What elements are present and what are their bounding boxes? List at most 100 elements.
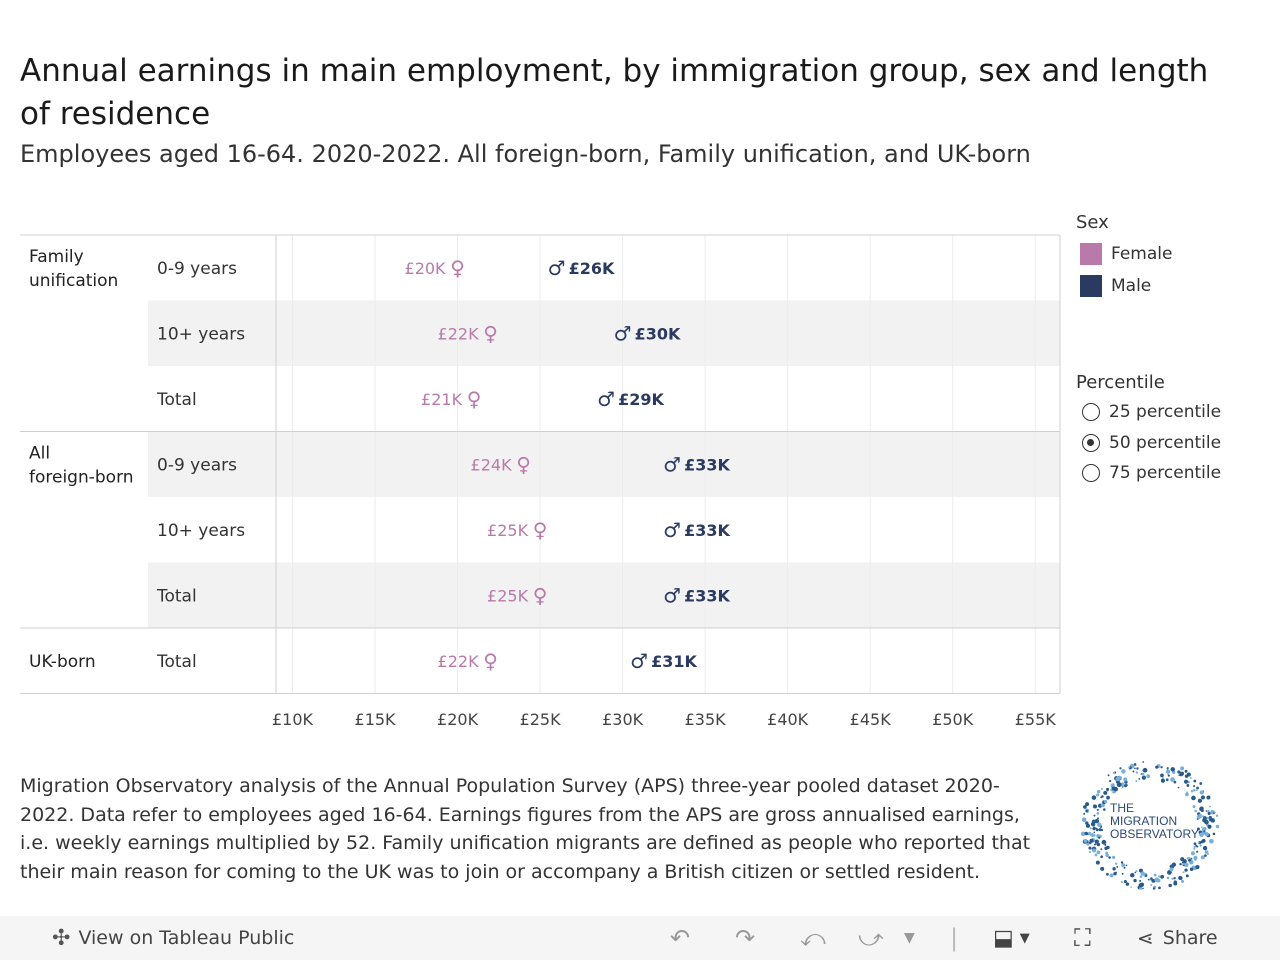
logo-dot — [1112, 867, 1116, 871]
logo-dot — [1111, 786, 1116, 791]
radio-25[interactable] — [1082, 403, 1100, 421]
group-label-line: foreign-born — [29, 467, 134, 487]
logo-dot — [1179, 772, 1184, 777]
logo-dot — [1133, 763, 1137, 766]
logo-dot — [1155, 765, 1159, 769]
percentile-75-option[interactable]: 75 percentile — [1082, 463, 1221, 483]
logo-dot — [1209, 805, 1212, 808]
logo-dot — [1095, 860, 1100, 865]
radio-75[interactable] — [1082, 464, 1100, 482]
logo-dot — [1103, 790, 1108, 795]
logo-dot — [1165, 778, 1169, 782]
logo-dot — [1144, 874, 1148, 877]
logo-dot — [1097, 851, 1101, 855]
logo-dot — [1104, 847, 1108, 851]
legend-female[interactable]: Female — [1080, 243, 1172, 265]
logo-dot — [1158, 886, 1161, 890]
male-marker: ♂ — [614, 321, 632, 345]
logo-dot — [1168, 883, 1172, 888]
logo-dot — [1147, 878, 1150, 881]
logo-dot — [1170, 767, 1176, 772]
x-tick-label: £15K — [355, 710, 397, 729]
logo-dot — [1171, 862, 1177, 867]
refresh-icon[interactable]: ⤻ — [858, 924, 884, 952]
female-value-label: £24K — [471, 455, 513, 474]
logo-dot — [1142, 767, 1148, 773]
logo-dot — [1186, 784, 1190, 787]
logo-dot — [1086, 842, 1090, 846]
logo-dot — [1185, 792, 1189, 797]
pause-dropdown-icon[interactable]: ▼ — [904, 930, 915, 946]
percentile-25-option[interactable]: 25 percentile — [1082, 402, 1221, 422]
tableau-footer: ✣ View on Tableau Public ↶ ↷ ⤺ ⤻ ▼ | ⬓ ▼ … — [0, 916, 1280, 960]
logo-dot — [1202, 845, 1208, 851]
logo-dot — [1096, 793, 1100, 797]
female-value-label: £22K — [438, 652, 480, 671]
percentile-50-option[interactable]: 50 percentile — [1082, 433, 1221, 453]
logo-dot — [1179, 862, 1182, 866]
logo-dot — [1200, 840, 1204, 843]
x-tick-label: £20K — [437, 710, 479, 729]
logo-dot — [1215, 814, 1219, 817]
logo-dot — [1091, 795, 1097, 800]
logo-dot — [1104, 800, 1108, 804]
x-tick-label: £40K — [767, 710, 809, 729]
percentile-25-label: 25 percentile — [1109, 402, 1222, 422]
logo-dot — [1154, 877, 1160, 883]
legend-percentile-title: Percentile — [1076, 372, 1165, 393]
group-label-line: All — [29, 443, 50, 463]
logo-dot — [1125, 864, 1128, 867]
undo-icon[interactable]: ↶ — [670, 924, 691, 952]
logo-dot — [1124, 784, 1128, 788]
logo-dot — [1199, 832, 1204, 838]
legend-male[interactable]: Male — [1080, 275, 1151, 297]
logo-dot — [1138, 883, 1143, 888]
logo-dot — [1089, 838, 1094, 843]
logo-dot — [1195, 864, 1200, 870]
logo-dot — [1130, 886, 1133, 888]
group-label-line: unification — [29, 271, 118, 291]
logo-dot — [1118, 776, 1122, 780]
female-marker: ♀ — [467, 387, 482, 411]
download-icon[interactable]: ⬓ ▼ — [993, 925, 1030, 951]
logo-dot — [1103, 808, 1106, 811]
legend-male-label: Male — [1111, 276, 1152, 296]
x-tick-label: £25K — [520, 710, 562, 729]
logo-dot — [1192, 788, 1196, 792]
logo-dot — [1109, 873, 1114, 878]
logo-dot — [1177, 770, 1181, 774]
logo-dot — [1100, 788, 1103, 790]
logo-dot — [1133, 878, 1137, 883]
radio-50[interactable] — [1082, 434, 1100, 452]
logo-dot — [1134, 767, 1136, 770]
logo-dot — [1167, 870, 1172, 875]
male-marker: ♂ — [597, 387, 615, 411]
logo-dot — [1138, 778, 1141, 780]
logo-dot — [1100, 848, 1103, 851]
redo-icon[interactable]: ↷ — [735, 924, 756, 952]
female-marker: ♀ — [516, 452, 531, 476]
logo-dot — [1094, 839, 1099, 844]
logo-dot-ring — [1080, 761, 1220, 890]
logo-dot — [1190, 790, 1194, 793]
female-marker: ♀ — [483, 649, 498, 673]
female-marker: ♀ — [533, 518, 548, 542]
row-label: Total — [156, 390, 197, 410]
share-label: Share — [1162, 927, 1218, 949]
logo-dot — [1183, 779, 1189, 784]
logo-dot — [1171, 877, 1174, 881]
fullscreen-icon[interactable]: ⛶ — [1074, 924, 1091, 952]
logo-dot — [1084, 831, 1088, 836]
view-on-tableau-button[interactable]: ✣ View on Tableau Public — [52, 916, 294, 960]
logo-dot — [1095, 827, 1098, 830]
logo-dot — [1193, 847, 1196, 850]
logo-dot — [1197, 841, 1200, 844]
logo-dot — [1094, 853, 1098, 857]
share-button[interactable]: ⋖ Share — [1137, 916, 1218, 960]
logo-dot — [1092, 826, 1096, 830]
logo-dot — [1121, 872, 1124, 875]
revert-icon[interactable]: ⤺ — [800, 924, 826, 952]
logo-dot — [1121, 786, 1124, 789]
group-label-line: UK-born — [29, 652, 96, 672]
logo-dot — [1114, 862, 1118, 865]
